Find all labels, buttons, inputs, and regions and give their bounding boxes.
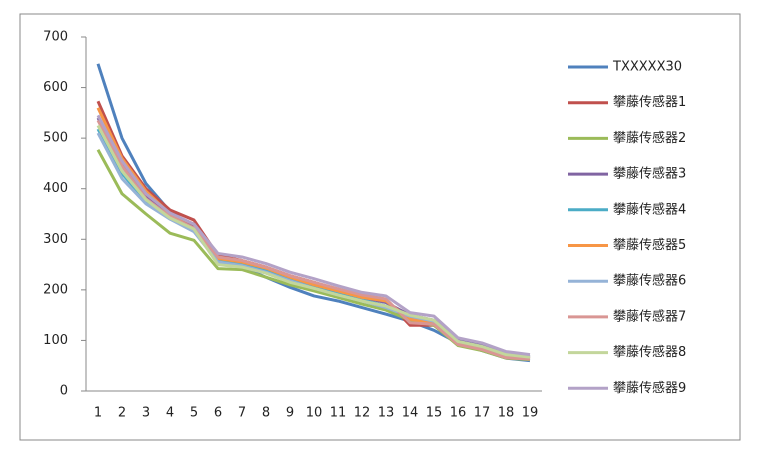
x-tick-label: 12 bbox=[354, 406, 371, 421]
legend-label: 攀藤传感器9 bbox=[613, 380, 686, 396]
x-tick-label: 14 bbox=[402, 406, 419, 421]
x-tick-label: 8 bbox=[262, 406, 270, 421]
y-tick-label: 700 bbox=[43, 30, 68, 45]
series-line bbox=[96, 114, 531, 357]
chart-border bbox=[19, 13, 741, 441]
x-tick-label: 9 bbox=[286, 406, 294, 421]
x-tick-label: 2 bbox=[118, 406, 126, 421]
series-line bbox=[96, 124, 531, 359]
x-tick-label: 18 bbox=[498, 406, 515, 421]
x-tick-label: 6 bbox=[214, 406, 222, 421]
x-tick-label: 15 bbox=[426, 406, 443, 421]
x-tick-label: 7 bbox=[238, 406, 246, 421]
x-tick-label: 19 bbox=[522, 406, 539, 421]
legend-label: 攀藤传感器8 bbox=[613, 344, 686, 360]
legend-label: TXXXXX30 bbox=[612, 60, 682, 75]
y-tick-label: 0 bbox=[60, 384, 68, 399]
x-tick-label: 13 bbox=[378, 406, 395, 421]
legend-label: 攀藤传感器5 bbox=[613, 237, 686, 253]
x-tick-label: 11 bbox=[330, 406, 347, 421]
x-tick-label: 10 bbox=[306, 406, 323, 421]
y-tick-label: 300 bbox=[43, 232, 68, 247]
legend-label: 攀藤传感器3 bbox=[613, 166, 686, 182]
x-tick-label: 5 bbox=[190, 406, 198, 421]
x-tick-label: 16 bbox=[450, 406, 467, 421]
legend-label: 攀藤传感器7 bbox=[613, 308, 686, 324]
y-tick-label: 400 bbox=[43, 181, 68, 196]
y-tick-label: 500 bbox=[43, 131, 68, 146]
legend-label: 攀藤传感器1 bbox=[613, 94, 686, 110]
legend-label: 攀藤传感器4 bbox=[613, 201, 686, 217]
legend-label: 攀藤传感器6 bbox=[613, 273, 686, 289]
y-tick-label: 600 bbox=[43, 80, 68, 95]
y-tick-label: 200 bbox=[43, 282, 68, 297]
x-tick-label: 4 bbox=[166, 406, 174, 421]
y-tick-label: 100 bbox=[43, 333, 68, 348]
x-tick-label: 1 bbox=[94, 406, 102, 421]
legend-label: 攀藤传感器2 bbox=[613, 130, 686, 146]
x-tick-label: 17 bbox=[474, 406, 491, 421]
x-tick-label: 3 bbox=[142, 406, 150, 421]
